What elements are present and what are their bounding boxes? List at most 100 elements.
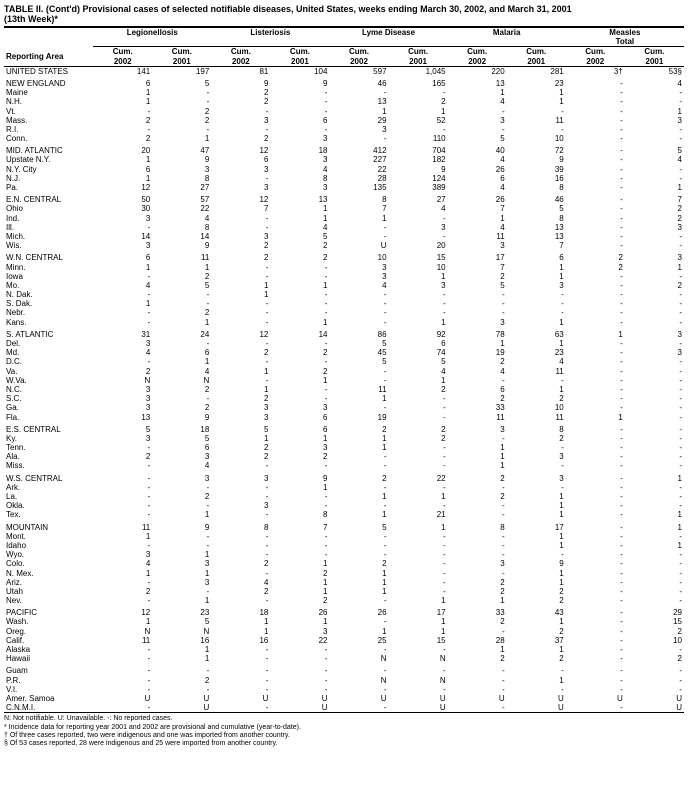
data-cell: 3 [211, 471, 270, 483]
data-cell: 3 [211, 165, 270, 174]
area-cell: Va. [4, 367, 93, 376]
data-cell: - [625, 492, 684, 501]
data-cell: - [211, 569, 270, 578]
data-cell: 1 [152, 654, 211, 663]
table-row: Ariz.-3411-21-- [4, 578, 684, 587]
data-cell: - [566, 143, 625, 155]
data-cell: 2 [93, 587, 152, 596]
data-cell: - [566, 116, 625, 125]
data-cell: 52 [389, 116, 448, 125]
data-cell: 6 [448, 174, 507, 183]
table-row: Ala.2322--13-- [4, 452, 684, 461]
data-cell: 33 [448, 403, 507, 412]
data-cell: 1 [329, 107, 388, 116]
data-cell: 6 [93, 165, 152, 174]
data-cell: 704 [389, 143, 448, 155]
h-mal-01: Cum.2001 [507, 47, 566, 66]
data-cell: 2 [625, 214, 684, 223]
data-cell: 9 [211, 76, 270, 88]
data-cell: 2 [448, 357, 507, 366]
data-cell: - [211, 174, 270, 183]
data-cell: 3 [152, 471, 211, 483]
data-cell: - [211, 492, 270, 501]
area-cell: Utah [4, 587, 93, 596]
data-cell: - [389, 587, 448, 596]
reporting-area-header: Reporting Area [4, 47, 93, 66]
data-cell: 1 [389, 376, 448, 385]
data-cell: - [389, 125, 448, 134]
data-cell: 30 [93, 204, 152, 213]
data-cell: 3 [625, 116, 684, 125]
data-cell: 1 [329, 627, 388, 636]
data-cell: - [566, 541, 625, 550]
data-cell: - [625, 290, 684, 299]
area-cell: N.H. [4, 97, 93, 106]
area-cell: Ariz. [4, 578, 93, 587]
data-cell: - [625, 376, 684, 385]
data-cell: 9 [152, 413, 211, 422]
data-cell: - [329, 663, 388, 675]
data-cell: - [625, 676, 684, 685]
data-cell: 1 [93, 97, 152, 106]
data-cell: 3 [270, 443, 329, 452]
data-cell: U [625, 694, 684, 703]
data-cell: 3 [329, 272, 388, 281]
data-cell: - [389, 443, 448, 452]
data-cell: 6 [211, 155, 270, 164]
data-cell: - [566, 569, 625, 578]
table-row: Mo.45114353-2 [4, 281, 684, 290]
data-cell: - [152, 663, 211, 675]
data-cell: - [625, 97, 684, 106]
table-row: Colo.43212-39-- [4, 559, 684, 568]
data-cell: - [93, 443, 152, 452]
data-cell: 2 [211, 559, 270, 568]
data-cell: 63 [507, 327, 566, 339]
data-cell: 3 [93, 394, 152, 403]
data-cell: - [566, 617, 625, 626]
data-cell: - [93, 492, 152, 501]
data-cell: 3 [625, 223, 684, 232]
data-cell: 86 [329, 327, 388, 339]
data-cell: - [389, 532, 448, 541]
data-cell: 412 [329, 143, 388, 155]
data-cell: 8 [507, 422, 566, 434]
data-cell: - [270, 125, 329, 134]
data-cell: - [329, 703, 388, 713]
data-cell: U [625, 703, 684, 713]
area-cell: N.J. [4, 174, 93, 183]
data-cell: 3 [211, 501, 270, 510]
data-cell: - [270, 663, 329, 675]
area-cell: Wash. [4, 617, 93, 626]
data-cell: 6 [448, 385, 507, 394]
data-cell: - [389, 290, 448, 299]
title-line1: TABLE II. (Cont'd) Provisional cases of … [4, 4, 572, 14]
footnote-2: † Of three cases reported, two were indi… [4, 732, 684, 740]
data-cell: 27 [152, 183, 211, 192]
data-cell: - [448, 532, 507, 541]
col-lyme: Lyme Disease [329, 27, 447, 37]
data-cell: - [329, 308, 388, 317]
data-cell: - [329, 645, 388, 654]
data-cell: 2 [152, 272, 211, 281]
area-cell: N.Y. City [4, 165, 93, 174]
data-cell: 1 [270, 214, 329, 223]
data-cell: - [448, 541, 507, 550]
data-cell: - [625, 339, 684, 348]
data-cell: 1 [152, 569, 211, 578]
area-cell: MID. ATLANTIC [4, 143, 93, 155]
data-cell: - [389, 663, 448, 675]
data-cell: 9 [152, 520, 211, 532]
data-cell: 29 [625, 605, 684, 617]
area-cell: Ky. [4, 434, 93, 443]
data-cell: - [93, 501, 152, 510]
table-row: Wash.1511-121-15 [4, 617, 684, 626]
data-cell: 46 [507, 192, 566, 204]
data-cell: - [566, 461, 625, 470]
data-cell: - [625, 165, 684, 174]
table-row: La.-2--1121-- [4, 492, 684, 501]
data-cell: - [507, 550, 566, 559]
data-cell: 8 [152, 223, 211, 232]
table-row: Mont.1------1-- [4, 532, 684, 541]
data-cell: - [329, 223, 388, 232]
data-cell: 3 [211, 403, 270, 412]
